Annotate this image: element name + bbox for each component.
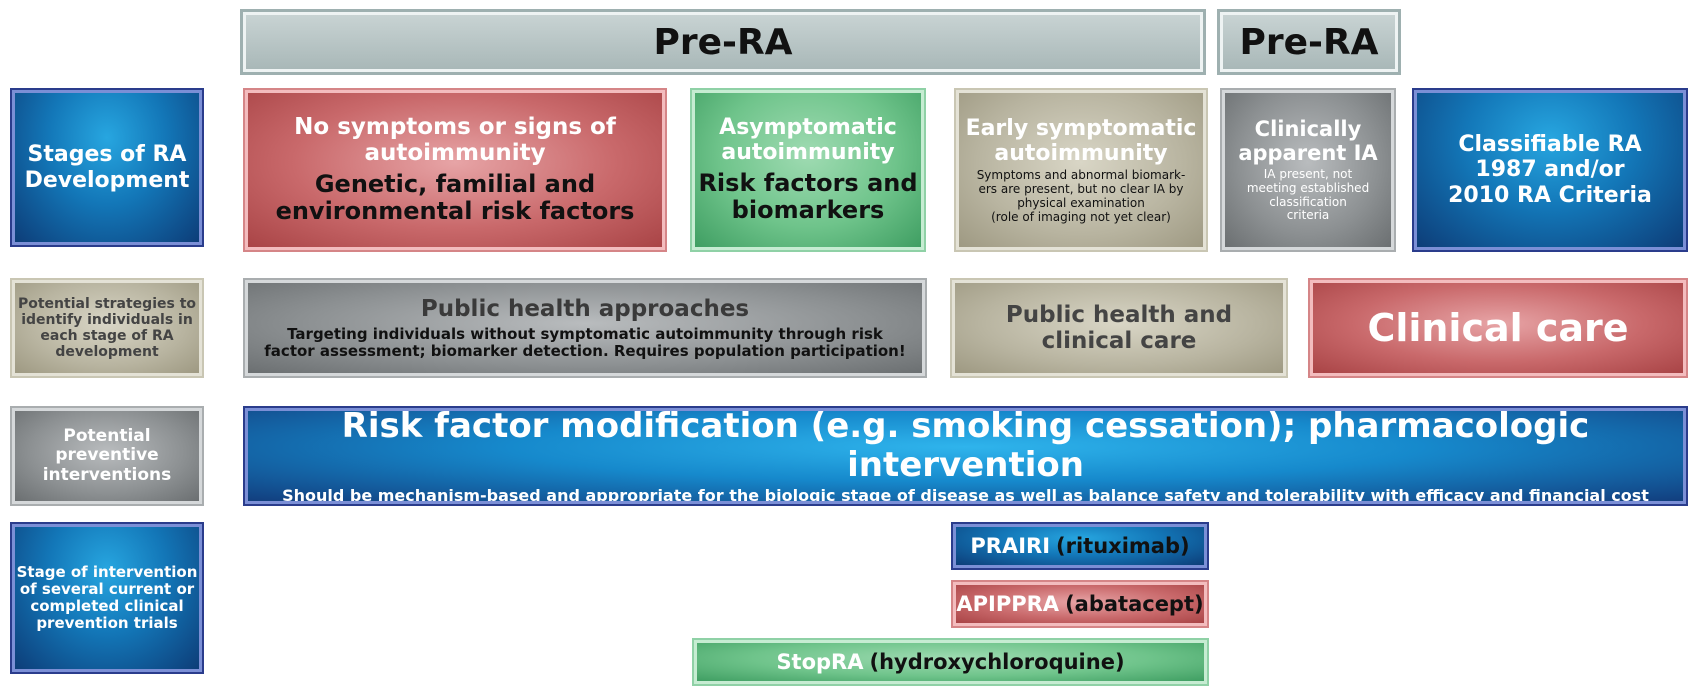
- trial-stopra: StopRA (hydroxychloroquine): [692, 638, 1209, 686]
- strategy-public-health: Public health approaches Targeting indiv…: [243, 278, 927, 378]
- stage-no-symptoms: No symptoms or signs of autoimmunity Gen…: [243, 88, 667, 252]
- row-label-interventions: Potential preventive interventions: [10, 406, 204, 506]
- trial-name: APIPPRA: [956, 592, 1060, 616]
- stage-title-line: Clinically: [1254, 116, 1362, 141]
- stage-title-line: autoimmunity: [364, 140, 546, 167]
- stage-asymptomatic: Asymptomatic autoimmunity Risk factors a…: [690, 88, 926, 252]
- trial-name: StopRA: [776, 650, 864, 674]
- stage-clinically-apparent: Clinically apparent IA IA present, not m…: [1220, 88, 1396, 252]
- trial-drug: (rituximab): [1056, 534, 1190, 558]
- row-label-trials: Stage of intervention of several current…: [10, 522, 204, 674]
- row-label-trials-line: completed clinical: [30, 597, 184, 615]
- row-label-stages: Stages of RA Development: [10, 88, 204, 247]
- row-label-strategies: Potential strategies to identify individ…: [10, 278, 204, 378]
- row-label-interventions-line: interventions: [42, 464, 172, 485]
- stage-early-symptomatic: Early symptomatic autoimmunity Symptoms …: [954, 88, 1208, 252]
- stage-body-line: biomarkers: [731, 196, 885, 225]
- stage-body-line: classification: [1269, 194, 1347, 209]
- pre-ra-label: Pre-RA: [653, 21, 793, 63]
- row-label-strategies-line: Potential strategies to: [17, 295, 197, 312]
- stage-body-line: Symptoms and abnormal biomark-: [976, 168, 1186, 183]
- stage-body-line: Genetic, familial and: [314, 169, 596, 198]
- row-label-strategies-line: identify individuals in: [21, 311, 193, 328]
- row-label-trials-line: prevention trials: [36, 614, 178, 633]
- row-label-stages-line: Stages of RA: [27, 142, 187, 168]
- stage-body-line: ers are present, but no clear IA by: [978, 182, 1184, 196]
- stage-body-line: physical examination: [1017, 195, 1145, 210]
- strategy-body-line: factor assessment; biomarker detection. …: [264, 342, 906, 361]
- strategy-title-line: clinical care: [1041, 328, 1197, 354]
- strategy-title: Public health approaches: [420, 295, 750, 322]
- row-label-interventions-line: preventive: [55, 445, 159, 466]
- trial-drug: (abatacept): [1065, 592, 1204, 616]
- row-label-strategies-line: development: [55, 344, 159, 361]
- strategy-public-clinical: Public health and clinical care: [950, 278, 1288, 378]
- trial-apippra: APIPPRA (abatacept): [951, 580, 1209, 628]
- row-label-trials-line: of several current or: [19, 579, 195, 598]
- strategy-clinical-care: Clinical care: [1308, 278, 1688, 378]
- row-label-stages-line: Development: [24, 167, 190, 193]
- stage-body-line: (role of imaging not yet clear): [991, 209, 1171, 224]
- stage-title-line: No symptoms or signs of: [294, 113, 616, 140]
- pre-ra-header-main: Pre-RA: [240, 9, 1206, 75]
- stage-title-line: apparent IA: [1238, 140, 1378, 165]
- strategy-body-line: Targeting individuals without symptomati…: [287, 324, 883, 343]
- stage-body-line: IA present, not: [1263, 167, 1353, 182]
- interventions-title: Risk factor modification (e.g. smoking c…: [341, 408, 1590, 485]
- pre-ra-header-short: Pre-RA: [1217, 9, 1401, 75]
- stage-title-line: autoimmunity: [721, 140, 895, 166]
- row-label-trials-line: Stage of intervention: [16, 562, 198, 581]
- pre-ra-label-short: Pre-RA: [1239, 21, 1379, 63]
- stage-title-line: Early symptomatic: [965, 115, 1197, 141]
- strategy-title: Clinical care: [1367, 306, 1629, 350]
- stage-title-line: Classifiable RA: [1458, 132, 1642, 158]
- stage-classifiable-ra: Classifiable RA 1987 and/or 2010 RA Crit…: [1412, 88, 1688, 252]
- trial-prairi: PRAIRI (rituximab): [951, 522, 1209, 570]
- strategy-title-line: Public health and: [1005, 301, 1233, 328]
- stage-title-line: Asymptomatic: [719, 115, 897, 141]
- row-label-interventions-line: Potential: [63, 425, 151, 446]
- trial-name: PRAIRI: [970, 534, 1051, 558]
- stage-body-line: environmental risk factors: [275, 197, 635, 226]
- interventions-subtitle: Should be mechanism-based and appropriat…: [282, 485, 1649, 504]
- stage-title-line: autoimmunity: [994, 140, 1168, 166]
- stage-body-line: Risk factors and: [698, 168, 918, 197]
- stage-body-line: criteria: [1286, 208, 1330, 223]
- interventions-banner: Risk factor modification (e.g. smoking c…: [243, 406, 1688, 506]
- stage-title-line: 2010 RA Criteria: [1448, 182, 1652, 208]
- trial-drug: (hydroxychloroquine): [869, 650, 1125, 674]
- stage-title-line: 1987 and/or: [1475, 157, 1625, 183]
- row-label-strategies-line: each stage of RA: [40, 328, 174, 344]
- stage-body-line: meeting established: [1246, 180, 1370, 195]
